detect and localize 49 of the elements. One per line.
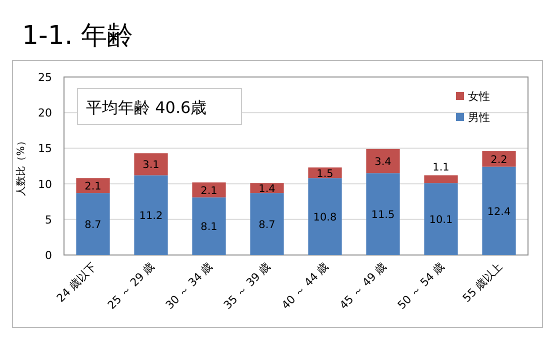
data-label: 10.8	[313, 212, 337, 224]
data-label: 3.4	[374, 156, 392, 168]
data-label: 12.4	[487, 206, 512, 218]
x-tick-label: 24 歳以下	[54, 260, 100, 305]
data-label: 8.7	[84, 219, 102, 232]
legend-label: 男性	[468, 111, 490, 124]
bar	[366, 148, 400, 174]
y-tick-label: 0	[45, 249, 52, 262]
bar	[250, 193, 284, 255]
data-label: 8.1	[200, 221, 218, 234]
data-label: 1.5	[316, 168, 334, 180]
x-tick-label: 30 ～ 34 歳	[163, 260, 216, 312]
y-tick-label: 20	[38, 106, 52, 120]
x-tick-label: 40 ～ 44 歳	[279, 260, 332, 312]
bar	[76, 193, 110, 255]
bar	[308, 178, 342, 255]
data-label: 11.5	[371, 209, 395, 222]
data-label: 2.1	[84, 180, 102, 193]
bar	[134, 153, 168, 176]
data-label: 1.1	[432, 161, 450, 174]
x-tick-label: 45 ～ 49 歳	[337, 260, 390, 312]
bar	[134, 175, 168, 255]
data-label: 10.1	[429, 214, 453, 226]
bar	[424, 183, 458, 255]
data-label: 1.4	[258, 183, 276, 196]
data-label: 11.2	[139, 210, 163, 222]
x-tick-label: 25 ～ 29 歳	[105, 260, 158, 312]
bar	[482, 166, 516, 255]
bar	[366, 173, 400, 255]
bar	[424, 175, 458, 184]
legend-label: 女性	[468, 90, 490, 103]
y-tick-label: 25	[38, 71, 52, 84]
data-label: 3.1	[142, 159, 160, 172]
bar	[192, 182, 226, 198]
bar	[192, 197, 226, 255]
bar	[482, 151, 516, 167]
y-tick-label: 5	[45, 213, 52, 226]
y-tick-label: 15	[38, 142, 52, 156]
data-label: 2.2	[490, 154, 508, 166]
y-axis-title: 人数比（%）	[15, 136, 27, 196]
bar	[76, 178, 110, 194]
chart-title: 1-1. 年齢	[22, 21, 133, 51]
y-tick-label: 10	[38, 178, 52, 191]
data-label: 8.7	[258, 219, 276, 232]
x-tick-label: 50 ～ 54 歳	[395, 260, 448, 312]
x-tick-label: 35 ～ 39 歳	[221, 260, 274, 312]
data-label: 2.1	[200, 184, 218, 197]
annotation: 平均年齢 40.6歳	[86, 98, 207, 117]
x-tick-label: 55 歳以上	[460, 260, 506, 305]
